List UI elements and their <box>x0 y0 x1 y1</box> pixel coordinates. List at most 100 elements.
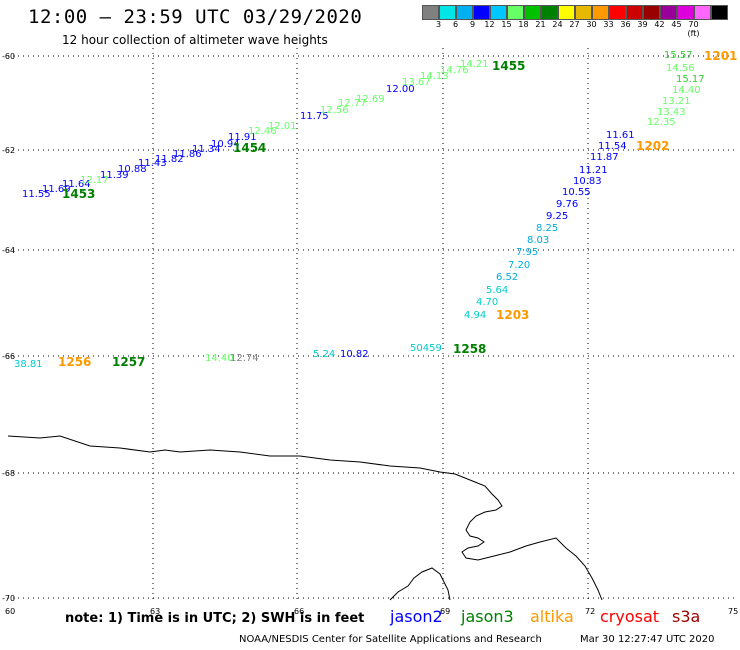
legend-tick: 6 <box>452 20 459 29</box>
wave-height-label: 14.56 <box>666 63 695 74</box>
wave-height-label: 10.88 <box>118 164 147 175</box>
wave-height-label: 11.91 <box>228 132 257 143</box>
wave-height-label: 13.43 <box>657 107 686 118</box>
pass-label: 1455 <box>492 59 525 73</box>
legend-swatch <box>541 5 558 20</box>
legend-swatch <box>558 5 575 20</box>
lon-label: 69 <box>440 607 450 616</box>
wave-height-label: 11.87 <box>590 152 619 163</box>
wave-height-label: 5.64 <box>486 285 508 296</box>
wave-height-label: 12.77 <box>338 98 367 109</box>
legend-tick: 39 <box>637 20 648 29</box>
legend-s3a: s3a <box>672 607 701 626</box>
map-title: 12:00 – 23:59 UTC 03/29/2020 <box>28 6 363 28</box>
legend-swatch <box>456 5 473 20</box>
lat-label: -62 <box>2 146 15 155</box>
legend-swatch <box>677 5 694 20</box>
wave-height-label: 11.55 <box>22 189 51 200</box>
wave-height-label: 14.40 <box>205 353 234 364</box>
legend-tick: 27 <box>569 20 580 29</box>
lon-label: 72 <box>585 607 595 616</box>
wave-height-label: 11.34 <box>192 144 221 155</box>
legend-tick: 70 (ft) <box>687 20 700 38</box>
lon-label: 66 <box>294 607 304 616</box>
wave-height-label: 10.55 <box>562 187 591 198</box>
legend-swatch <box>592 5 609 20</box>
wave-height-label: 12.56 <box>320 105 349 116</box>
wave-height-label: 14.40 <box>672 85 701 96</box>
legend-tick: 24 <box>552 20 563 29</box>
legend-swatch <box>473 5 490 20</box>
legend-swatches <box>422 5 728 20</box>
wave-height-label: 50459 <box>410 343 442 354</box>
wave-height-label: 14.13 <box>420 71 449 82</box>
wave-height-label: 14.21 <box>460 59 489 70</box>
wave-height-label: 4.94 <box>464 310 486 321</box>
legend-tick: 45 <box>671 20 682 29</box>
legend-tick: 30 <box>586 20 597 29</box>
lat-label: -70 <box>2 594 15 603</box>
generated-timestamp: Mar 30 12:27:47 UTC 2020 <box>580 634 715 645</box>
wave-height-label: 7.95 <box>516 247 538 258</box>
legend-swatch <box>694 5 711 20</box>
footer-note: note: 1) Time is in UTC; 2) SWH is in fe… <box>65 611 365 626</box>
wave-height-label: 12.69 <box>356 94 385 105</box>
wave-height-label: 10.94 <box>211 139 240 150</box>
legend-swatch <box>626 5 643 20</box>
wave-height-label: 11.64 <box>62 179 91 190</box>
wave-height-label: 13.21 <box>662 96 691 107</box>
wave-height-label: 12.74 <box>230 353 259 364</box>
legend-tick: 15 <box>501 20 512 29</box>
pass-label: 1453 <box>62 187 95 201</box>
wave-height-label: 12.01 <box>268 121 297 132</box>
pass-label: 1201 <box>704 49 737 63</box>
coastline <box>7 435 603 601</box>
lat-label: -68 <box>2 469 15 478</box>
wave-height-label: 15.17 <box>676 74 705 85</box>
legend-tick: 36 <box>620 20 631 29</box>
pass-label: 1257 <box>112 355 145 369</box>
pass-label: 1258 <box>453 342 486 356</box>
pass-label: 1202 <box>636 139 669 153</box>
coastline-inlet <box>389 567 451 601</box>
grid-lines <box>8 48 735 600</box>
wave-height-label: 9.25 <box>546 211 568 222</box>
legend-tick: 3 <box>435 20 442 29</box>
wave-height-label: 11.69 <box>42 184 71 195</box>
legend-swatch <box>439 5 456 20</box>
legend-swatch <box>490 5 507 20</box>
wave-height-label: 11.61 <box>606 130 635 141</box>
legend-swatch <box>422 5 439 20</box>
wave-height-label: 6.52 <box>496 272 518 283</box>
wave-height-label: 11.75 <box>300 111 329 122</box>
legend-altika: altika <box>530 607 574 626</box>
coastline-path <box>7 435 603 601</box>
legend-swatch <box>643 5 660 20</box>
wave-height-label: 8.03 <box>527 235 549 246</box>
wave-height-label: 11.39 <box>100 170 129 181</box>
wave-height-label: 15.57 <box>664 50 693 61</box>
legend-cryosat: cryosat <box>600 607 660 626</box>
legend-tick: 33 <box>603 20 614 29</box>
wave-height-label: 11.43 <box>138 158 167 169</box>
lon-label: 75 <box>728 607 738 616</box>
lon-label: 60 <box>5 607 15 616</box>
legend-tick: 42 <box>654 20 665 29</box>
wave-height-label: 12.17 <box>80 175 109 186</box>
legend-swatch <box>609 5 626 20</box>
wave-height-label: 11.54 <box>598 141 627 152</box>
legend-swatch <box>711 5 728 20</box>
pass-label: 1454 <box>233 141 266 155</box>
legend-jason3: jason3 <box>461 607 514 626</box>
wave-height-label: 7.20 <box>508 260 530 271</box>
legend-ticks: 3 6 9 12 15 18 21 24 27 30 33 36 39 42 45 70 (ft) <box>430 20 728 38</box>
lon-label: 63 <box>150 607 160 616</box>
wave-height-label: 10.82 <box>340 349 369 360</box>
wave-height-label: 11.82 <box>155 154 184 165</box>
wave-height-label: 12.46 <box>248 126 277 137</box>
legend-swatch <box>524 5 541 20</box>
legend-tick: 18 <box>518 20 529 29</box>
lat-label: -66 <box>2 352 15 361</box>
credit-line: NOAA/NESDIS Center for Satellite Applica… <box>239 634 542 645</box>
